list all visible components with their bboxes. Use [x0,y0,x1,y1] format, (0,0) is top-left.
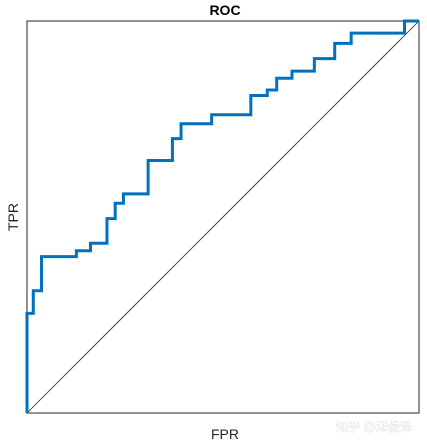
roc-curve [25,19,419,413]
reference-diagonal-line [26,20,420,414]
watermark: 知乎 @邓俊泽 [336,419,412,434]
chart-title: ROC [209,2,240,18]
y-axis-label: TPR [5,203,21,231]
x-axis-label: FPR [211,426,239,442]
